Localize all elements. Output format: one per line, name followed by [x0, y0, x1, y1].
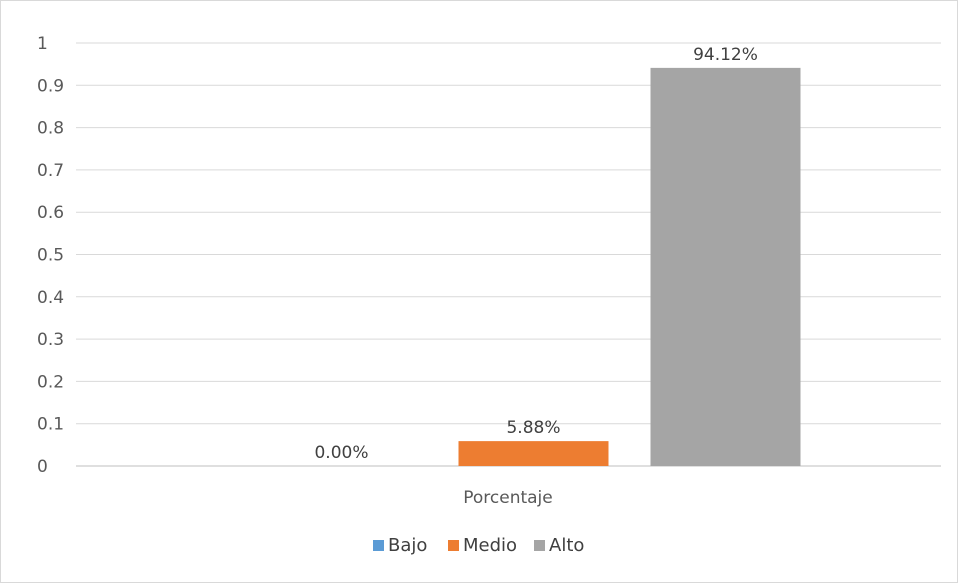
- data-label-alto: 94.12%: [693, 45, 758, 65]
- legend: Bajo Medio Alto: [373, 535, 584, 556]
- bar-alto: [650, 67, 801, 466]
- data-label-medio: 5.88%: [506, 418, 560, 438]
- y-tick-label: 0.5: [37, 246, 64, 266]
- bar-medio: [458, 441, 609, 466]
- y-tick-label: 0.7: [37, 161, 64, 181]
- y-tick-label: 0.1: [37, 415, 64, 435]
- data-label-bajo: 0.00%: [314, 443, 368, 463]
- legend-label-bajo: Bajo: [388, 535, 427, 556]
- legend-swatch-alto: [534, 540, 545, 551]
- y-tick-label: 0.3: [37, 330, 64, 350]
- legend-label-alto: Alto: [549, 535, 584, 556]
- legend-swatch-medio: [448, 540, 459, 551]
- data-labels: 0.00% 5.88% 94.12%: [314, 45, 757, 463]
- y-tick-label: 0.8: [37, 119, 64, 139]
- bars: [458, 67, 801, 466]
- y-tick-label: 0.6: [37, 203, 64, 223]
- legend-swatch-bajo: [373, 540, 384, 551]
- y-tick-label: 0.2: [37, 372, 64, 392]
- y-tick-label: 0: [37, 457, 48, 477]
- legend-label-medio: Medio: [463, 535, 517, 556]
- y-tick-label: 0.4: [37, 288, 64, 308]
- gridlines: [76, 42, 941, 467]
- y-tick-label: 1: [37, 34, 48, 54]
- y-axis-ticks: 0 0.1 0.2 0.3 0.4 0.5 0.6 0.7 0.8 0.9 1: [37, 34, 64, 477]
- category-label: Porcentaje: [463, 488, 553, 508]
- y-tick-label: 0.9: [37, 76, 64, 96]
